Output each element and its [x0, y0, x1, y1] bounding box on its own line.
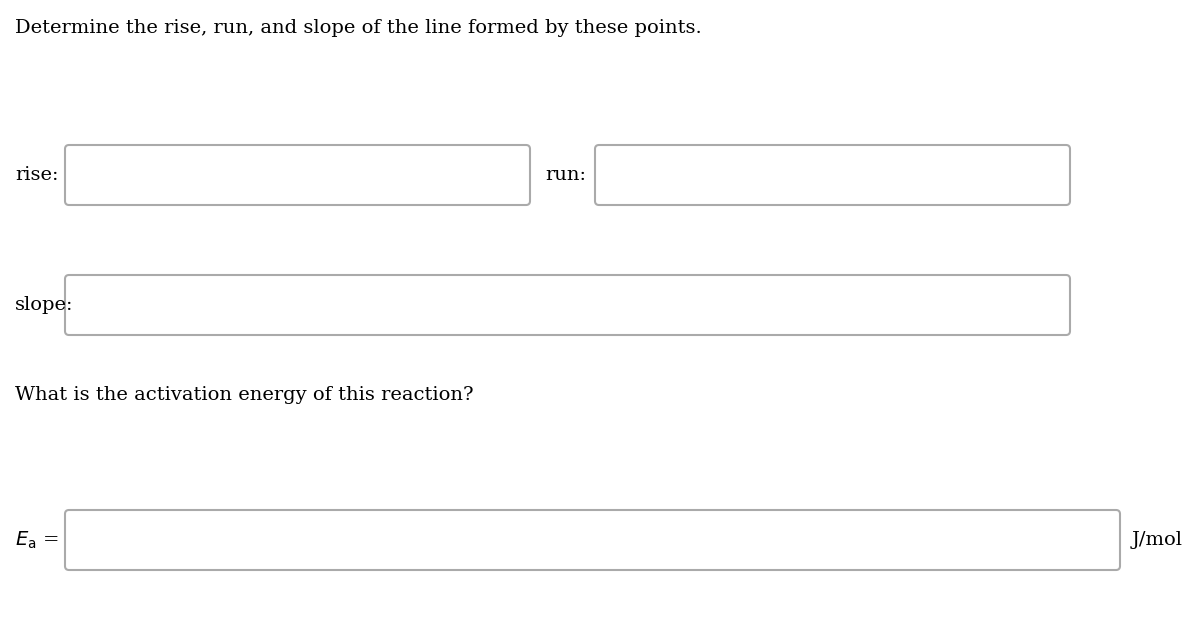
- Text: J/mol: J/mol: [1132, 531, 1183, 549]
- FancyBboxPatch shape: [595, 145, 1070, 205]
- Text: slope:: slope:: [14, 296, 73, 314]
- FancyBboxPatch shape: [65, 145, 530, 205]
- Text: What is the activation energy of this reaction?: What is the activation energy of this re…: [14, 386, 474, 404]
- FancyBboxPatch shape: [65, 275, 1070, 335]
- Text: Determine the rise, run, and slope of the line formed by these points.: Determine the rise, run, and slope of th…: [14, 19, 702, 37]
- Text: rise:: rise:: [14, 166, 59, 184]
- Text: $E_\mathrm{a}$ =: $E_\mathrm{a}$ =: [14, 529, 59, 550]
- Text: run:: run:: [545, 166, 586, 184]
- FancyBboxPatch shape: [65, 510, 1120, 570]
